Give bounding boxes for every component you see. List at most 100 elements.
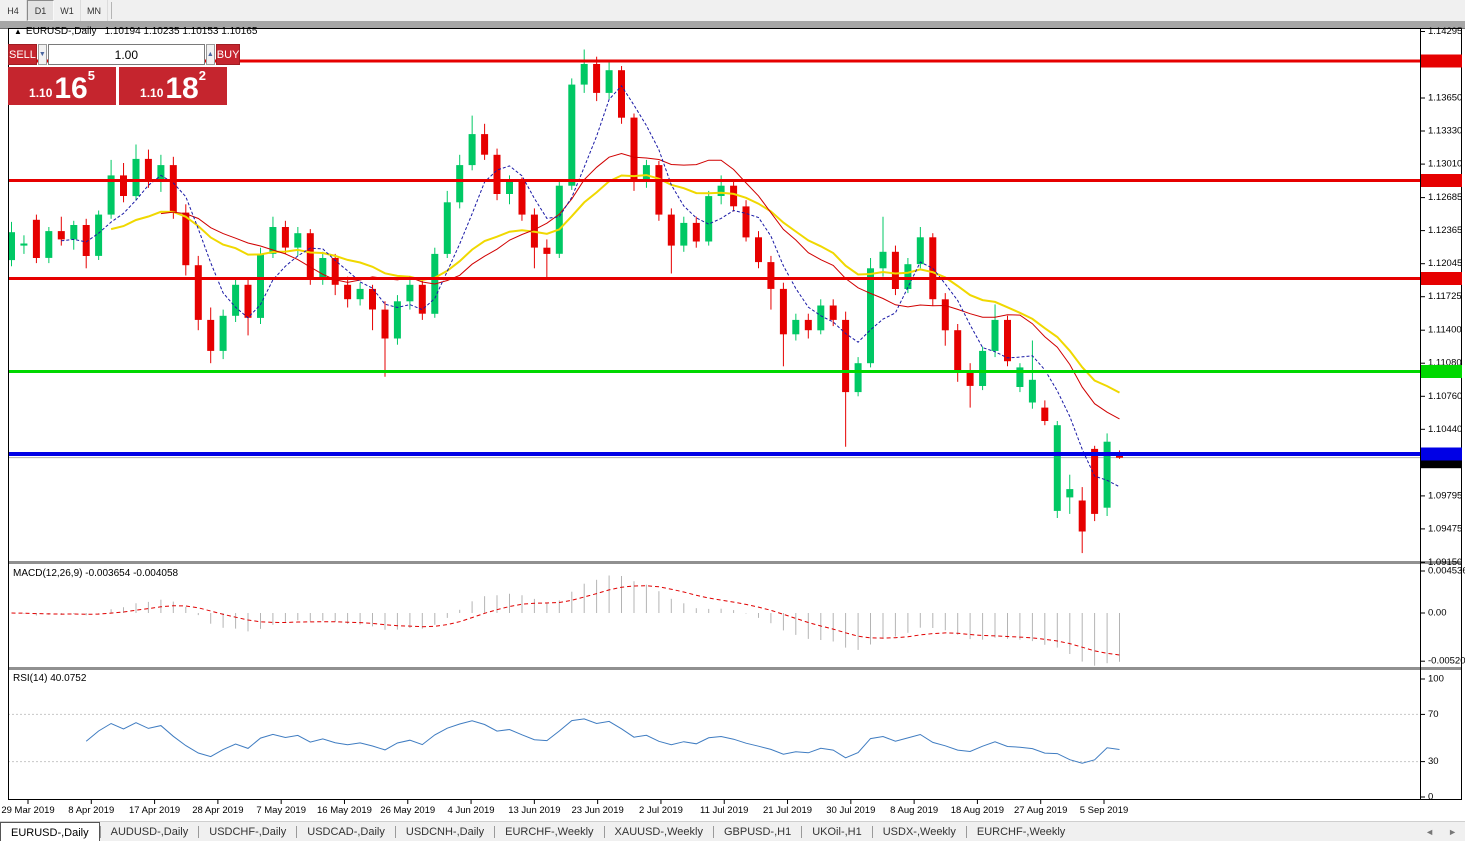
symbol-name: EURUSD-,Daily xyxy=(25,26,97,37)
macd-scale[interactable]: 0.004536 0.00 -0.005205 xyxy=(1421,566,1465,667)
price-tick-label: 1.10440 xyxy=(1428,424,1462,435)
macd-tick-label: 0.00 xyxy=(1428,608,1447,619)
sell-price-big: 16 xyxy=(54,72,88,105)
price-tick-label: 1.11400 xyxy=(1428,325,1462,336)
price-tick-label: 1.11080 xyxy=(1428,358,1462,369)
price-tick-label: 1.14295 xyxy=(1428,26,1462,37)
tab-gbpusd-h1[interactable]: GBPUSD-,H1 xyxy=(723,826,792,838)
time-axis-label: 16 May 2019 xyxy=(317,805,372,816)
time-axis-label: 8 Aug 2019 xyxy=(890,805,938,816)
level-badge-1.10201 xyxy=(1421,447,1462,461)
time-axis-label: 8 Apr 2019 xyxy=(68,805,114,816)
tab-divider xyxy=(296,826,298,838)
price-tick-label: 1.12365 xyxy=(1428,225,1462,236)
sell-button[interactable]: SELL xyxy=(8,44,37,65)
level-badge-1.11901 xyxy=(1421,272,1462,285)
volume-decrease-button[interactable]: ▼ xyxy=(37,44,47,65)
tab-usdcnh-daily[interactable]: USDCNH-,Daily xyxy=(405,826,485,838)
time-axis-label: 17 Apr 2019 xyxy=(129,805,180,816)
buy-price-big: 18 xyxy=(165,72,199,105)
time-axis-label: 5 Sep 2019 xyxy=(1080,805,1129,816)
price-tick-label: 1.09150 xyxy=(1428,557,1462,568)
price-tick-label: 1.09475 xyxy=(1428,523,1462,534)
price-tick-label: 1.10760 xyxy=(1428,391,1462,402)
chevron-up-icon: ▲ xyxy=(206,51,214,58)
ma-mid-line xyxy=(160,152,1120,420)
symbol-marker-icon: ▲ xyxy=(14,27,22,36)
tab-usdchf-daily[interactable]: USDCHF-,Daily xyxy=(209,826,287,838)
volume-input[interactable] xyxy=(47,44,205,65)
macd-label: MACD(12,26,9) -0.003654 -0.004058 xyxy=(13,568,179,579)
tab-eurusd-daily[interactable]: EURUSD-,Daily xyxy=(0,822,100,841)
volume-increase-button[interactable]: ▲ xyxy=(205,44,215,65)
sell-price-sup: 5 xyxy=(87,68,95,83)
tab-xauusd-weekly[interactable]: XAUUSD-,Weekly xyxy=(614,826,703,838)
one-click-trade-panel: SELL ▼ ▲ BUY 1.10 16 5 1.10 18 2 xyxy=(8,44,241,105)
buy-button[interactable]: BUY xyxy=(215,44,241,65)
chart-tab-bar: EURUSD-,Daily AUDUSD-,Daily USDCHF-,Daily U… xyxy=(0,821,1465,841)
timeframe-toolbar: H4 D1 W1 MN xyxy=(0,0,1465,21)
macd-tick-label: -0.005205 xyxy=(1428,656,1465,667)
tab-ukoil-h1[interactable]: UKOil-,H1 xyxy=(812,826,862,838)
tab-usdx-weekly[interactable]: USDX-,Weekly xyxy=(882,826,956,838)
timeframe-button-w1[interactable]: W1 xyxy=(54,0,81,21)
toolbar-separator xyxy=(111,2,112,19)
time-axis-label: 2 Jul 2019 xyxy=(639,805,683,816)
tab-eurchf-weekly[interactable]: EURCHF-,Weekly xyxy=(505,826,594,838)
price-tick-label: 1.13650 xyxy=(1428,93,1462,104)
timeframe-button-d1[interactable]: D1 xyxy=(27,0,54,21)
time-axis-label: 7 May 2019 xyxy=(256,805,306,816)
time-axis-label: 4 Jun 2019 xyxy=(448,805,495,816)
sell-price-button[interactable]: 1.10 16 5 xyxy=(8,67,116,105)
price-tick-label: 1.12685 xyxy=(1428,192,1462,203)
buy-price-prefix: 1.10 xyxy=(140,86,164,100)
rsi-tick-label: 100 xyxy=(1428,674,1444,685)
time-axis-label: 30 Jul 2019 xyxy=(826,805,875,816)
time-axis-label: 23 Jun 2019 xyxy=(571,805,623,816)
rsi-label: RSI(14) 40.0752 xyxy=(13,673,87,684)
time-axis-label: 21 Jul 2019 xyxy=(763,805,812,816)
rsi-scale[interactable]: 100 70 30 0 xyxy=(1421,674,1444,803)
price-tick-label: 1.13010 xyxy=(1428,159,1462,170)
tab-divider xyxy=(871,826,873,838)
tab-audusd-daily[interactable]: AUDUSD-,Daily xyxy=(110,826,189,838)
rsi-tick-label: 30 xyxy=(1428,756,1439,767)
level-badge-1.11000 xyxy=(1421,365,1462,378)
tab-scroll-right-icon[interactable]: ► xyxy=(1448,827,1457,837)
macd-histogram xyxy=(23,575,1120,666)
rsi-line xyxy=(85,718,1120,764)
price-tick-label: 1.09795 xyxy=(1428,490,1462,501)
level-badge-1.12851 xyxy=(1421,174,1462,187)
price-tick-label: 1.11725 xyxy=(1428,291,1462,302)
ohlc-readout: 1.10194 1.10235 1.10153 1.10165 xyxy=(104,26,258,37)
rsi-tick-label: 70 xyxy=(1428,709,1439,720)
tab-divider xyxy=(603,826,605,838)
macd-pane-divider[interactable] xyxy=(8,561,1462,564)
time-scale[interactable]: 29 Mar 2019 8 Apr 2019 17 Apr 2019 28 Apr 2… xyxy=(1,800,1128,816)
time-axis-label: 13 Jun 2019 xyxy=(508,805,560,816)
tab-divider xyxy=(965,826,967,838)
price-scale[interactable]: 1.14295 1.13650 1.13330 1.13010 1.12685 1.123… xyxy=(1421,26,1462,568)
time-axis-label: 11 Jul 2019 xyxy=(700,805,748,816)
tab-divider xyxy=(198,826,200,838)
tab-eurchf-weekly[interactable]: EURCHF-,Weekly xyxy=(976,826,1066,838)
tab-divider xyxy=(99,826,101,838)
time-axis-label: 29 Mar 2019 xyxy=(1,805,54,816)
buy-price-sup: 2 xyxy=(198,68,206,83)
tab-divider xyxy=(394,826,396,838)
tab-usdcad-daily[interactable]: USDCAD-,Daily xyxy=(307,826,385,838)
price-tick-label: 1.13330 xyxy=(1428,126,1462,137)
price-tick-label: 1.12045 xyxy=(1428,258,1462,269)
sell-price-prefix: 1.10 xyxy=(29,86,53,100)
tab-scroll-left-icon[interactable]: ◄ xyxy=(1425,827,1435,837)
rsi-pane-divider[interactable] xyxy=(8,667,1462,670)
time-axis-label: 26 May 2019 xyxy=(380,805,435,816)
candlestick-series[interactable] xyxy=(8,49,1123,554)
timeframe-button-h4[interactable]: H4 xyxy=(0,0,27,21)
rsi-tick-label: 0 xyxy=(1428,792,1433,803)
level-badge-1.14009 xyxy=(1421,54,1462,68)
buy-price-button[interactable]: 1.10 18 2 xyxy=(119,67,227,105)
timeframe-button-mn[interactable]: MN xyxy=(81,0,108,21)
